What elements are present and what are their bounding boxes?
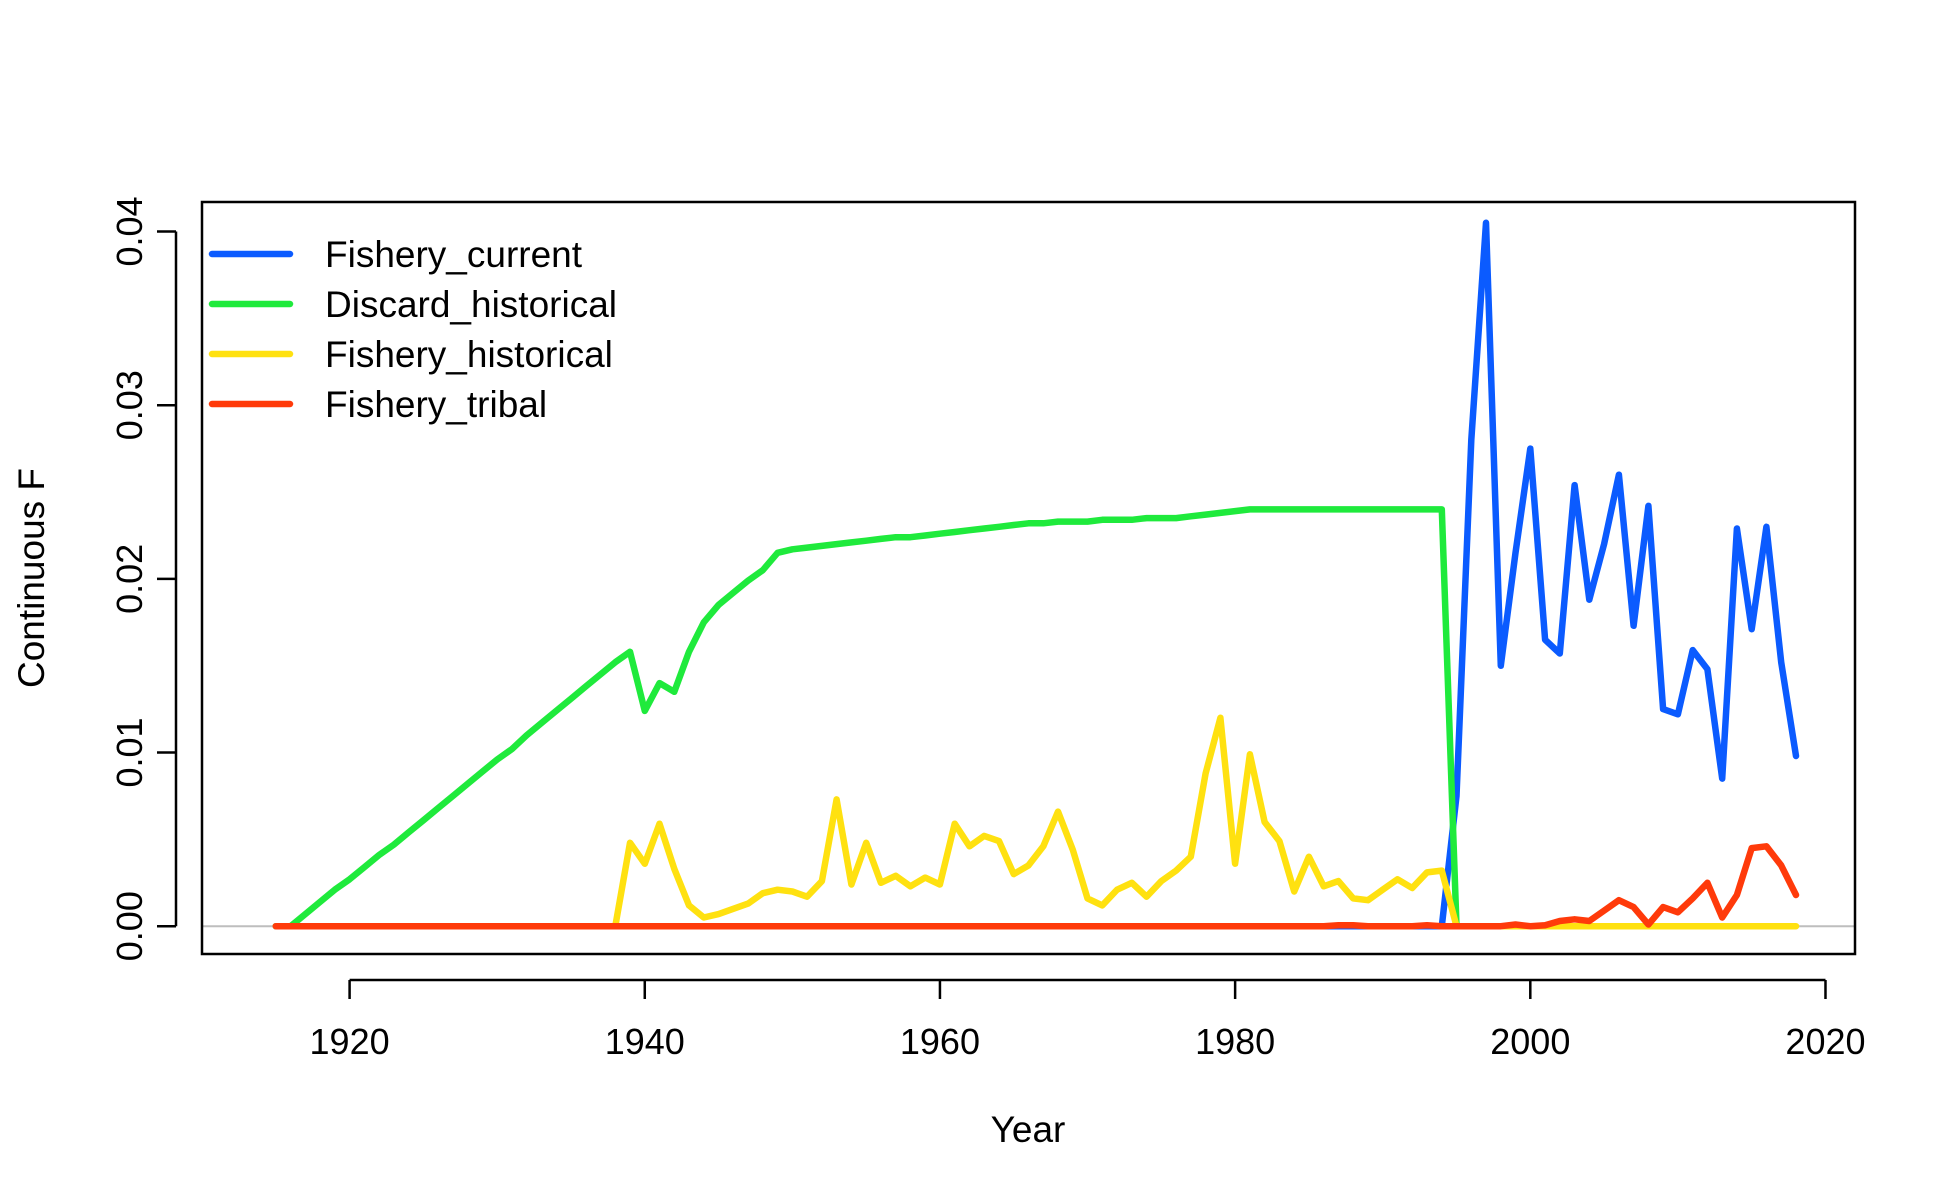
y-axis: 0.00 0.01 0.02 0.03 0.04 (109, 196, 178, 961)
x-tick-label: 1960 (900, 1021, 980, 1062)
y-tick-label: 0.03 (109, 370, 150, 440)
series-line-discard-historical (272, 506, 1460, 930)
legend: Fishery_current Discard_historical Fishery… (208, 234, 617, 425)
legend-label-fishery-historical: Fishery_historical (325, 334, 613, 375)
series-lines (272, 219, 1800, 930)
x-axis-title: Year (991, 1109, 1066, 1150)
x-tick-label: 1980 (1195, 1021, 1275, 1062)
x-tick-label: 2000 (1490, 1021, 1570, 1062)
legend-label-fishery-tribal: Fishery_tribal (325, 384, 547, 425)
x-tick-label: 2020 (1785, 1021, 1865, 1062)
y-axis-title: Continuous F (11, 468, 52, 688)
x-tick-label: 1920 (310, 1021, 390, 1062)
legend-label-fishery-current: Fishery_current (325, 234, 583, 275)
x-tick-label: 1940 (605, 1021, 685, 1062)
legend-label-discard-historical: Discard_historical (325, 284, 617, 325)
y-tick-label: 0.04 (109, 196, 150, 266)
y-tick-label: 0.00 (109, 891, 150, 961)
x-axis: 1920 1940 1960 1980 2000 2020 (310, 978, 1866, 1062)
series-line-fishery-tribal (272, 843, 1800, 930)
y-tick-label: 0.01 (109, 717, 150, 787)
y-tick-label: 0.02 (109, 544, 150, 614)
plot-frame (200, 200, 1857, 956)
